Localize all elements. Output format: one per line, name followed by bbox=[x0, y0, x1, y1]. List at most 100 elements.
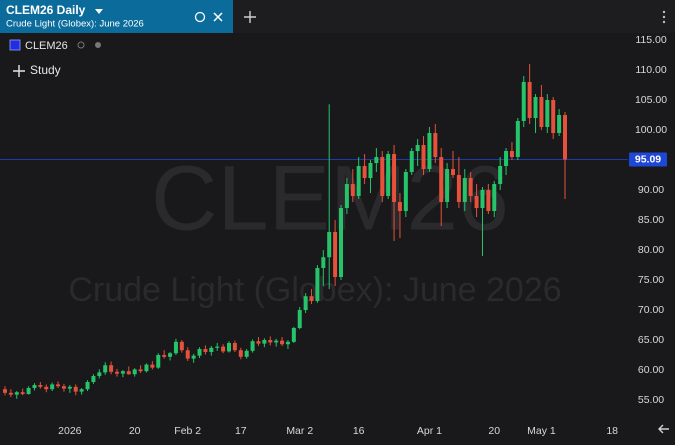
y-tick-label: 85.00 bbox=[638, 214, 664, 226]
candle-body bbox=[462, 178, 467, 203]
x-tick-label: Mar 2 bbox=[286, 425, 313, 437]
settings-icon[interactable] bbox=[95, 42, 101, 48]
candle-body bbox=[50, 384, 55, 390]
candle-body bbox=[215, 346, 220, 348]
y-tick-label: 100.00 bbox=[635, 124, 667, 136]
candle-body bbox=[162, 355, 167, 357]
candle-body bbox=[274, 340, 279, 343]
candle-body bbox=[209, 347, 214, 353]
candle-body bbox=[156, 355, 161, 368]
candle-body bbox=[138, 369, 143, 372]
candle-body bbox=[344, 184, 349, 209]
candle-body bbox=[368, 163, 373, 179]
tab-close[interactable] bbox=[213, 12, 223, 22]
candle-body bbox=[227, 343, 231, 352]
y-tick-label: 65.00 bbox=[638, 334, 664, 346]
candle-body bbox=[563, 115, 567, 160]
candle-body bbox=[527, 82, 532, 119]
scroll-back[interactable] bbox=[658, 424, 669, 434]
candle-body bbox=[415, 145, 420, 152]
candle-body bbox=[445, 169, 450, 203]
candle-body bbox=[551, 100, 556, 134]
candle-body bbox=[297, 310, 302, 329]
candle-body bbox=[515, 121, 520, 158]
y-tick-label: 90.00 bbox=[638, 184, 664, 196]
candle-body bbox=[504, 151, 509, 167]
candle-body bbox=[91, 376, 96, 383]
y-tick-label: 70.00 bbox=[638, 304, 664, 316]
candle-body bbox=[533, 97, 538, 119]
tab-dropdown[interactable] bbox=[95, 9, 103, 14]
candle-body bbox=[451, 169, 455, 176]
candle-body bbox=[120, 371, 125, 374]
candle-body bbox=[109, 365, 114, 372]
chart-tab[interactable] bbox=[0, 0, 233, 33]
candle-body bbox=[280, 340, 285, 345]
candle-body bbox=[8, 392, 13, 395]
legend-symbol[interactable]: CLEM26 bbox=[25, 40, 68, 52]
y-tick-label: 115.00 bbox=[635, 34, 666, 46]
candle-body bbox=[56, 384, 61, 387]
watermark-description: Crude Light (Globex): June 2026 bbox=[68, 271, 561, 309]
candle-body bbox=[221, 346, 226, 352]
x-tick-label: May 1 bbox=[527, 425, 556, 437]
candle-body bbox=[168, 353, 173, 357]
candle-body bbox=[262, 340, 267, 344]
candle-body bbox=[150, 364, 155, 368]
menu[interactable] bbox=[662, 10, 666, 24]
y-tick-label: 60.00 bbox=[638, 364, 664, 376]
candle-body bbox=[356, 166, 361, 197]
candle-body bbox=[268, 340, 273, 343]
candle-body bbox=[392, 154, 397, 203]
tab-pin[interactable] bbox=[194, 11, 206, 23]
candle-body bbox=[339, 208, 343, 278]
candle-body bbox=[521, 82, 526, 122]
candle-body bbox=[498, 166, 503, 185]
candle-body bbox=[486, 190, 491, 212]
candle-body bbox=[374, 157, 379, 164]
candle-body bbox=[427, 133, 432, 170]
candle-body bbox=[539, 97, 544, 128]
candle-body bbox=[126, 371, 131, 375]
candle-body bbox=[3, 389, 7, 393]
candle-body bbox=[191, 355, 196, 359]
candle-body bbox=[32, 385, 37, 389]
candle-body bbox=[26, 388, 31, 395]
candle-body bbox=[179, 341, 184, 351]
candle-body bbox=[333, 232, 338, 278]
x-tick-label: 20 bbox=[488, 425, 500, 437]
candle-body bbox=[144, 364, 149, 372]
legend-swatch[interactable] bbox=[9, 39, 21, 51]
candle-body bbox=[185, 350, 190, 359]
candle-body bbox=[350, 184, 355, 197]
candle-body bbox=[20, 392, 25, 395]
candle-body bbox=[468, 178, 473, 197]
candle-body bbox=[386, 154, 391, 197]
x-tick-label: 20 bbox=[129, 425, 141, 437]
visibility-icon[interactable] bbox=[77, 41, 85, 49]
y-tick-label: 75.00 bbox=[638, 274, 664, 286]
y-tick-label: 105.00 bbox=[635, 94, 667, 106]
candle-body bbox=[315, 268, 320, 302]
candle-body bbox=[492, 184, 497, 212]
candle-body bbox=[85, 382, 90, 390]
candle-body bbox=[327, 232, 332, 258]
study-plus[interactable] bbox=[13, 65, 25, 77]
new-tab[interactable] bbox=[244, 11, 256, 23]
x-tick-label: Feb 2 bbox=[174, 425, 201, 437]
candle-body bbox=[309, 296, 314, 302]
candle-body bbox=[203, 349, 208, 353]
study-button[interactable]: Study bbox=[30, 63, 61, 77]
candle-body bbox=[256, 341, 261, 344]
x-tick-label: 16 bbox=[353, 425, 365, 437]
x-tick-label: 18 bbox=[606, 425, 618, 437]
last-price-label: 95.09 bbox=[635, 153, 661, 165]
candle-body bbox=[433, 133, 438, 158]
tab-title[interactable]: CLEM26 Daily bbox=[6, 3, 86, 17]
candle-body bbox=[380, 157, 385, 197]
last-price-badge bbox=[629, 152, 667, 167]
candle-body bbox=[480, 190, 485, 209]
candle-body bbox=[456, 175, 461, 203]
candle-body bbox=[115, 371, 119, 374]
